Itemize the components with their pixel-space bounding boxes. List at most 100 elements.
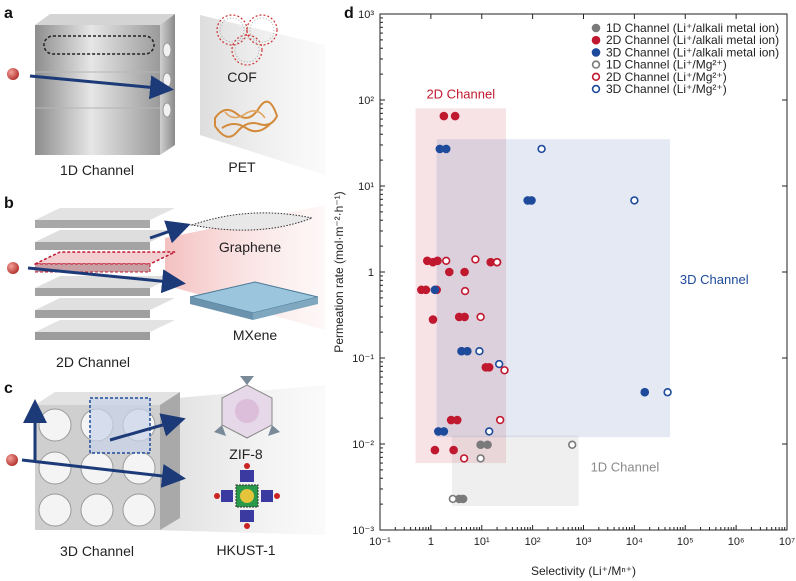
data-point-series-5 <box>492 258 502 267</box>
data-point-series-3 <box>439 427 449 436</box>
region-2d-channel <box>415 108 507 464</box>
data-point-series-2 <box>486 257 496 267</box>
legend-marker-3 <box>591 48 601 57</box>
cof-structure <box>216 14 278 66</box>
data-point-series-5 <box>476 312 485 322</box>
data-point-series-6 <box>475 346 484 356</box>
y-tick-label: 10⁻¹ <box>352 353 374 365</box>
material-label-graphene: Graphene <box>219 239 281 255</box>
legend-marker-5 <box>591 72 601 82</box>
region-label-1d-channel: 1D Channel <box>591 459 660 474</box>
data-point-series-1 <box>483 440 492 450</box>
legend-marker-4 <box>591 60 601 69</box>
x-tick-label: 10⁶ <box>728 536 745 548</box>
y-tick-label: 10⁻³ <box>352 525 374 537</box>
region-label-3d-channel: 3D Channel <box>680 272 749 287</box>
data-point-series-2 <box>421 285 431 295</box>
x-tick-label: 10⁷ <box>779 536 795 548</box>
data-point-series-6 <box>537 144 546 154</box>
y-tick-label: 10² <box>358 95 374 107</box>
x-tick-label: 10² <box>525 536 541 548</box>
data-point-series-1 <box>458 494 468 504</box>
data-point-series-6 <box>630 196 639 205</box>
material-label-mxene: MXene <box>233 327 278 343</box>
material-label-zif8: ZIF-8 <box>229 446 263 462</box>
panel-c-cube <box>6 385 325 535</box>
legend-marker-2 <box>591 35 601 45</box>
y-tick-label: 10⁻² <box>352 439 374 451</box>
panel-d-letter: d <box>344 5 354 22</box>
x-tick-label: 10⁻¹ <box>369 536 391 548</box>
data-point-series-5 <box>471 255 480 264</box>
legend-entry-5: 2D Channel (Li⁺/Mg²⁺) <box>606 70 727 84</box>
data-point-series-2 <box>484 362 494 372</box>
x-axis-label: Selectivity (Li⁺/Mⁿ⁺) <box>531 564 636 578</box>
x-tick-label: 10³ <box>576 536 592 548</box>
legend-marker-6 <box>591 84 601 94</box>
data-point-series-6 <box>484 427 494 436</box>
data-point-series-2 <box>446 415 456 425</box>
x-tick-label: 10⁴ <box>626 536 643 548</box>
x-tick-label: 10¹ <box>474 536 490 548</box>
zif8-structure <box>214 376 280 439</box>
data-point-series-5 <box>459 454 469 463</box>
data-point-series-2 <box>439 111 449 121</box>
data-point-series-5 <box>441 256 451 265</box>
data-point-series-3 <box>527 196 536 205</box>
channel-schematics: a COF PET 1D Channel b <box>4 5 325 559</box>
data-point-series-4 <box>476 454 485 463</box>
data-point-series-3 <box>441 144 451 154</box>
data-point-series-4 <box>448 494 458 504</box>
x-tick-label: 10⁵ <box>677 536 694 548</box>
data-point-series-2 <box>430 445 440 455</box>
panel-a-letter: a <box>4 5 13 22</box>
data-point-series-2 <box>449 445 458 455</box>
legend-marker-1 <box>591 23 601 33</box>
legend-entry-3: 3D Channel (Li⁺/alkali metal ion) <box>606 45 779 59</box>
material-label-pet: PET <box>228 159 256 175</box>
legend-entry-2: 2D Channel (Li⁺/alkali metal ion) <box>606 33 779 47</box>
mxene-structure <box>189 281 319 320</box>
material-label-cof: COF <box>227 69 257 85</box>
data-point-series-2 <box>428 315 438 324</box>
panel-b-letter: b <box>4 195 14 212</box>
material-label-hkust1: HKUST-1 <box>216 542 275 558</box>
data-point-series-1 <box>476 440 485 450</box>
legend-entry-1: 1D Channel (Li⁺/alkali metal ion) <box>606 21 779 35</box>
region-3d-channel <box>436 139 670 438</box>
legend-entry-6: 3D Channel (Li⁺/Mg²⁺) <box>606 82 727 96</box>
data-point-series-2 <box>460 312 469 322</box>
data-point-series-3 <box>640 387 650 397</box>
panel-c-letter: c <box>4 380 13 397</box>
data-point-series-6 <box>494 359 504 369</box>
data-point-series-2 <box>444 267 454 277</box>
y-tick-label: 1 <box>368 267 374 279</box>
data-point-series-2 <box>460 267 469 277</box>
channel-label-2d: 2D Channel <box>56 354 130 370</box>
data-point-series-3 <box>435 144 445 154</box>
data-point-series-3 <box>463 346 472 356</box>
panel-a-block <box>7 14 325 175</box>
channel-label-3d: 3D Channel <box>60 543 134 559</box>
y-axis-label: Permeation rate (mol·m⁻²·h⁻¹) <box>332 191 346 352</box>
data-point-series-2 <box>452 415 462 425</box>
data-point-series-3 <box>430 285 440 295</box>
pet-structure <box>214 100 279 138</box>
data-point-series-6 <box>663 388 672 397</box>
data-point-series-5 <box>460 286 470 296</box>
selectivity-permeation-chart: d 2D Channel 3D Channel 1D Channel 10⁻¹ 1 10… <box>332 5 795 578</box>
legend-entry-4: 1D Channel (Li⁺/Mg²⁺) <box>606 58 727 72</box>
data-point-series-2 <box>450 111 460 121</box>
data-point-series-5 <box>495 415 505 425</box>
x-tick-label: 1 <box>428 536 434 548</box>
y-tick-label: 10³ <box>358 9 374 21</box>
hkust1-structure <box>214 463 280 529</box>
data-point-series-2 <box>433 256 442 266</box>
data-point-series-5 <box>500 366 509 375</box>
data-point-series-4 <box>568 440 577 449</box>
y-tick-label: 10¹ <box>358 181 374 193</box>
region-1d-channel <box>451 435 579 507</box>
region-label-2d-channel: 2D Channel <box>426 86 495 101</box>
graphene-structure <box>190 212 314 231</box>
channel-label-1d: 1D Channel <box>60 162 134 178</box>
